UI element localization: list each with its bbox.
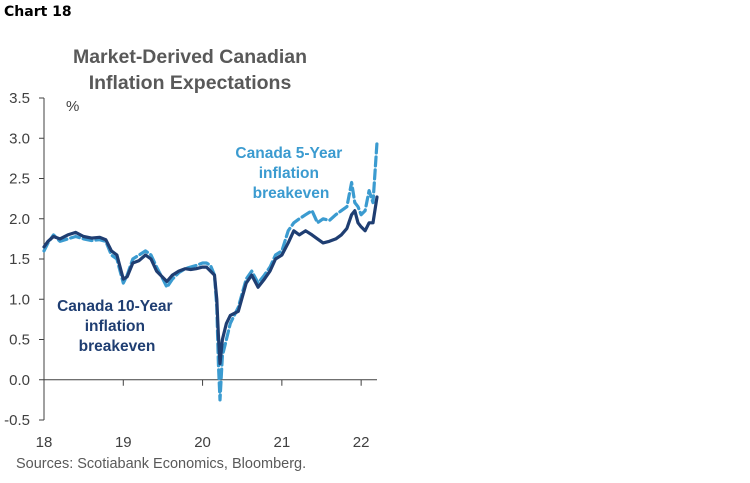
series-label-10-year: Canada 10-Year inflation breakeven (57, 298, 177, 355)
x-tick-label: 18 (36, 434, 53, 451)
y-axis-unit-label: % (66, 98, 79, 115)
series-label-5-year-line-3: breakeven (253, 185, 330, 202)
series-label-5-year: Canada 5-Year inflation breakeven (235, 145, 346, 202)
y-tick-label: -0.5 (4, 412, 30, 429)
y-tick-label: 0.5 (9, 332, 30, 349)
series-label-10-year-line-2: inflation (85, 318, 145, 335)
series-label-10-year-line-3: breakeven (79, 338, 156, 355)
x-tick-label: 19 (115, 434, 132, 451)
y-tick-label: 0.0 (9, 372, 30, 389)
y-tick-label: 1.0 (9, 291, 30, 308)
x-tick-label: 22 (353, 434, 370, 451)
series-layer (42, 140, 379, 402)
y-tick-label: 2.0 (9, 211, 30, 228)
y-tick-label: 1.5 (9, 251, 30, 268)
y-tick-label: 3.0 (9, 130, 30, 147)
chart-title-line-2: Inflation Expectations (88, 72, 292, 94)
series-label-5-year-line-1: Canada 5-Year (235, 145, 342, 162)
y-axis: -0.5 0.0 0.5 1.0 1.5 2.0 2.5 3.0 3.5 (4, 90, 45, 429)
series-label-10-year-line-1: Canada 10-Year (57, 298, 172, 315)
chart-title-line-1: Market-Derived Canadian (72, 46, 308, 68)
series-label-5-year-line-2: inflation (259, 165, 319, 182)
y-tick-label: 3.5 (9, 90, 30, 107)
chart-label: Chart 18 (4, 4, 72, 20)
y-tick-label: 2.5 (9, 171, 30, 188)
series-line-10-year (42, 195, 379, 366)
chart-title: Market-Derived Canadian Inflation Expect… (40, 44, 340, 96)
x-tick-label: 21 (274, 434, 291, 451)
x-tick-label: 20 (194, 434, 211, 451)
source-note: Sources: Scotiabank Economics, Bloomberg… (16, 456, 307, 472)
x-axis: 18 19 20 21 22 (36, 379, 377, 451)
